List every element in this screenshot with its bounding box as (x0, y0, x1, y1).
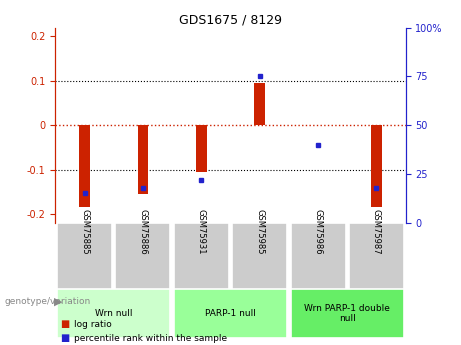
Text: GSM75931: GSM75931 (197, 209, 206, 255)
Text: genotype/variation: genotype/variation (5, 297, 91, 306)
Text: GSM75985: GSM75985 (255, 209, 264, 255)
Title: GDS1675 / 8129: GDS1675 / 8129 (179, 13, 282, 27)
FancyBboxPatch shape (290, 289, 404, 338)
Text: ■: ■ (60, 319, 69, 329)
FancyBboxPatch shape (232, 223, 287, 289)
FancyBboxPatch shape (174, 289, 287, 338)
Text: percentile rank within the sample: percentile rank within the sample (74, 334, 227, 343)
Bar (138, 125, 148, 194)
Bar (371, 125, 382, 207)
Text: Wrn null: Wrn null (95, 309, 132, 318)
FancyBboxPatch shape (115, 223, 171, 289)
Bar (79, 125, 90, 207)
Text: GSM75886: GSM75886 (138, 209, 148, 255)
Bar (196, 125, 207, 172)
Text: PARP-1 null: PARP-1 null (205, 309, 256, 318)
Text: Wrn PARP-1 double
null: Wrn PARP-1 double null (304, 304, 390, 323)
FancyBboxPatch shape (349, 223, 404, 289)
FancyBboxPatch shape (290, 223, 346, 289)
Text: GSM75987: GSM75987 (372, 209, 381, 255)
Text: GSM75885: GSM75885 (80, 209, 89, 255)
FancyBboxPatch shape (57, 223, 112, 289)
Text: ▶: ▶ (54, 297, 63, 307)
Text: GSM75986: GSM75986 (313, 209, 323, 255)
Text: log ratio: log ratio (74, 320, 112, 329)
FancyBboxPatch shape (57, 289, 171, 338)
Bar (254, 83, 265, 125)
FancyBboxPatch shape (174, 223, 229, 289)
Text: ■: ■ (60, 333, 69, 343)
